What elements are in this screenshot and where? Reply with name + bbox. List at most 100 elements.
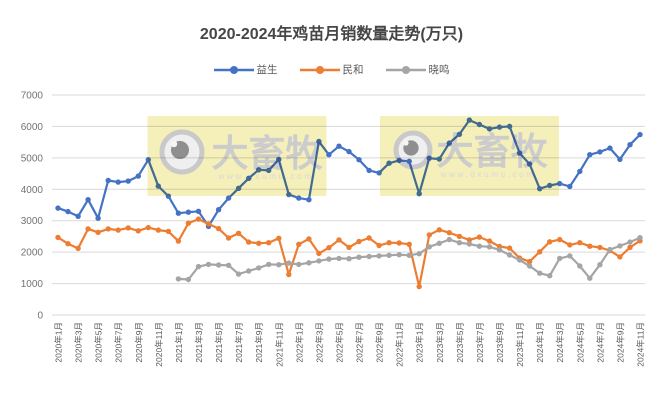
data-point-marker: [406, 241, 412, 247]
data-point-marker: [587, 243, 593, 249]
chart-title: 2020-2024年鸡苗月销数量走势(万只): [199, 26, 464, 43]
data-point-marker: [386, 240, 392, 246]
x-axis-label: 2022年3月: [314, 322, 324, 363]
data-point-marker: [376, 253, 382, 259]
data-point-marker: [95, 215, 101, 221]
data-point-marker: [336, 237, 342, 243]
data-point-marker: [65, 241, 71, 247]
series-line-minhe: [56, 218, 642, 288]
legend-item-yisheng[interactable]: 益生: [213, 62, 278, 77]
x-axis-label: 2021年11月: [274, 322, 284, 367]
data-point-marker: [526, 263, 533, 269]
data-point-marker: [537, 270, 543, 276]
data-point-marker: [547, 239, 553, 245]
data-point-marker: [85, 197, 91, 203]
data-point-marker: [115, 179, 121, 185]
data-point-marker: [456, 233, 463, 240]
data-point-marker: [356, 157, 362, 163]
x-axis-label: 2023年3月: [435, 322, 445, 363]
x-axis-label: 2024年5月: [575, 322, 585, 363]
y-axis-label: 2000: [21, 248, 44, 259]
data-point-marker: [336, 143, 342, 149]
data-point-marker: [567, 253, 573, 259]
data-point-marker: [567, 183, 573, 190]
data-point-marker: [105, 177, 111, 184]
data-point-marker: [587, 152, 593, 158]
data-point-marker: [215, 262, 222, 268]
data-point-marker: [587, 275, 593, 281]
data-point-marker: [185, 276, 192, 283]
data-point-marker: [235, 230, 242, 236]
data-point-marker: [75, 213, 81, 219]
series-minhe: [55, 216, 643, 290]
data-point-marker: [416, 283, 422, 290]
y-axis-label: 5000: [21, 153, 44, 164]
watermark-logo-icon: [393, 130, 433, 170]
legend-marker-xiaoming: [385, 65, 426, 74]
watermark-url-text: www.dxumu.com: [217, 171, 313, 181]
data-point-marker: [577, 168, 583, 175]
data-point-marker: [316, 258, 322, 264]
legend-marker-yisheng: [213, 65, 254, 74]
x-axis-label: 2020年1月: [54, 322, 64, 363]
legend-marker-minhe: [299, 65, 340, 74]
data-point-marker: [195, 263, 202, 270]
data-point-marker: [336, 255, 342, 262]
data-point-marker: [597, 262, 603, 268]
data-point-marker: [105, 226, 111, 232]
data-point-marker: [326, 256, 332, 262]
x-axis-label: 2022年5月: [334, 322, 344, 363]
data-point-marker: [597, 244, 603, 251]
data-point-marker: [316, 250, 322, 257]
data-point-marker: [125, 178, 131, 184]
x-axis-label: 2020年9月: [134, 322, 144, 363]
x-axis-label: 2024年7月: [595, 322, 605, 363]
data-point-marker: [55, 234, 61, 241]
data-point-marker: [346, 244, 352, 251]
data-point-marker: [356, 238, 362, 245]
data-point-marker: [516, 257, 523, 263]
data-point-marker: [195, 216, 202, 222]
data-point-marker: [627, 142, 633, 148]
legend-item-minhe[interactable]: 民和: [299, 62, 364, 77]
data-point-marker: [195, 208, 202, 214]
data-point-marker: [306, 260, 312, 266]
x-axis-label: 2021年5月: [214, 322, 224, 363]
watermark-brand-text: 大畜牧: [212, 133, 324, 174]
y-axis-label: 1000: [21, 279, 44, 290]
data-point-marker: [446, 230, 452, 236]
data-point-marker: [246, 268, 252, 274]
data-point-marker: [577, 240, 583, 246]
y-axis-label: 6000: [21, 122, 44, 133]
data-point-marker: [396, 240, 402, 246]
data-point-marker: [466, 241, 473, 247]
data-point-marker: [627, 239, 633, 245]
data-point-marker: [466, 237, 473, 243]
data-point-marker: [296, 261, 302, 268]
data-point-marker: [95, 229, 101, 235]
data-point-marker: [627, 244, 633, 251]
logo-highlight: [170, 140, 178, 148]
watermark-brand-text: 大畜牧: [437, 131, 549, 172]
data-point-marker: [225, 235, 232, 241]
data-point-marker: [436, 227, 442, 233]
data-point-marker: [617, 156, 623, 163]
data-point-marker: [296, 195, 302, 201]
legend-label: 益生: [256, 64, 278, 76]
data-point-marker: [537, 249, 543, 255]
data-point-marker: [416, 251, 422, 257]
data-point-marker: [185, 209, 192, 215]
data-point-marker: [235, 271, 242, 277]
data-point-marker: [135, 228, 141, 234]
data-point-marker: [557, 255, 563, 262]
data-point-marker: [366, 167, 372, 174]
data-point-marker: [125, 225, 131, 231]
data-point-marker: [386, 252, 392, 258]
data-point-marker: [446, 236, 452, 243]
data-point-marker: [135, 173, 141, 179]
legend-item-xiaoming[interactable]: 晓鸣: [385, 62, 450, 77]
